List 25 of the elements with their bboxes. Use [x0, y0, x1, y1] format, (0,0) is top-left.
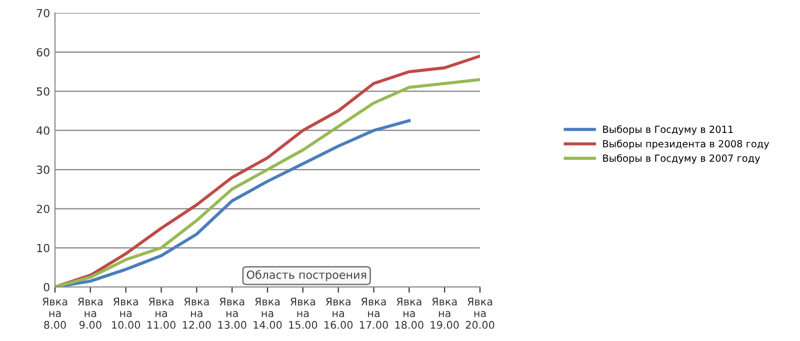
legend-label: Выборы в Госдуму в 2007 году: [603, 154, 760, 164]
y-tick-label: 70: [36, 8, 50, 18]
x-tick-label: Явка на 17.00: [360, 298, 388, 329]
y-tick-label: 0: [44, 282, 50, 292]
x-tick-label: Явка на 11.00: [147, 298, 176, 329]
y-tick-label: 40: [36, 126, 50, 135]
x-tick-label: Явка на 14.00: [254, 298, 282, 329]
y-tick-label: 20: [36, 204, 50, 214]
x-tick-label: Явка на 19.00: [430, 298, 459, 329]
legend-label: Выборы президента в 2008 году: [603, 140, 770, 150]
legend-label: Выборы в Госдуму в 2011: [603, 125, 733, 135]
x-tick-label: Явка на 10.00: [112, 298, 140, 329]
x-tick-label: Явка на 20.00: [466, 298, 494, 329]
x-tick-label: Явка на 13.00: [218, 298, 246, 329]
x-tick-label: Явка на 18.00: [395, 298, 424, 329]
x-tick-label: Явка на 16.00: [324, 298, 353, 329]
y-tick-label: 60: [36, 48, 50, 57]
y-tick-label: 50: [36, 87, 50, 96]
x-tick-label: Явка на 15.00: [289, 298, 318, 329]
x-tick-label: Явка на 9.00: [78, 298, 102, 329]
y-tick-label: 10: [37, 244, 50, 252]
annotation: Область построения: [246, 270, 366, 282]
y-tick-label: 30: [36, 166, 50, 174]
x-tick-label: Явка на 8.00: [42, 298, 68, 329]
x-tick-label: Явка на 12.00: [182, 298, 211, 329]
